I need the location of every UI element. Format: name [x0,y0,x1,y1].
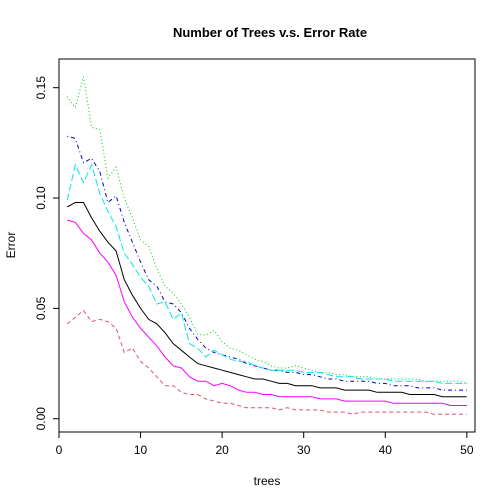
x-axis-label: trees [254,474,281,488]
series-layer [66,76,467,415]
series-line-1 [66,202,467,398]
x-tick-label: 30 [297,443,311,457]
series-line-2 [66,309,467,415]
x-tick-label: 40 [379,443,393,457]
y-tick-label: 0.00 [34,407,48,431]
x-tick-label: 10 [134,443,148,457]
series-line-4 [67,135,467,391]
y-tick-label: 0.10 [34,186,48,210]
y-axis: 0.00 0.05 0.10 0.15 [34,76,60,431]
series-line-6 [67,219,467,406]
x-tick-label: 0 [56,443,63,457]
chart-title: Number of Trees v.s. Error Rate [173,25,367,40]
x-tick-label: 50 [460,443,474,457]
y-tick-label: 0.05 [34,296,48,320]
y-tick-label: 0.15 [34,76,48,100]
x-tick-label: 20 [215,443,229,457]
y-axis-label: Error [4,232,18,259]
x-axis: 0 10 20 30 40 50 [56,431,474,457]
series-line-5 [66,163,467,384]
